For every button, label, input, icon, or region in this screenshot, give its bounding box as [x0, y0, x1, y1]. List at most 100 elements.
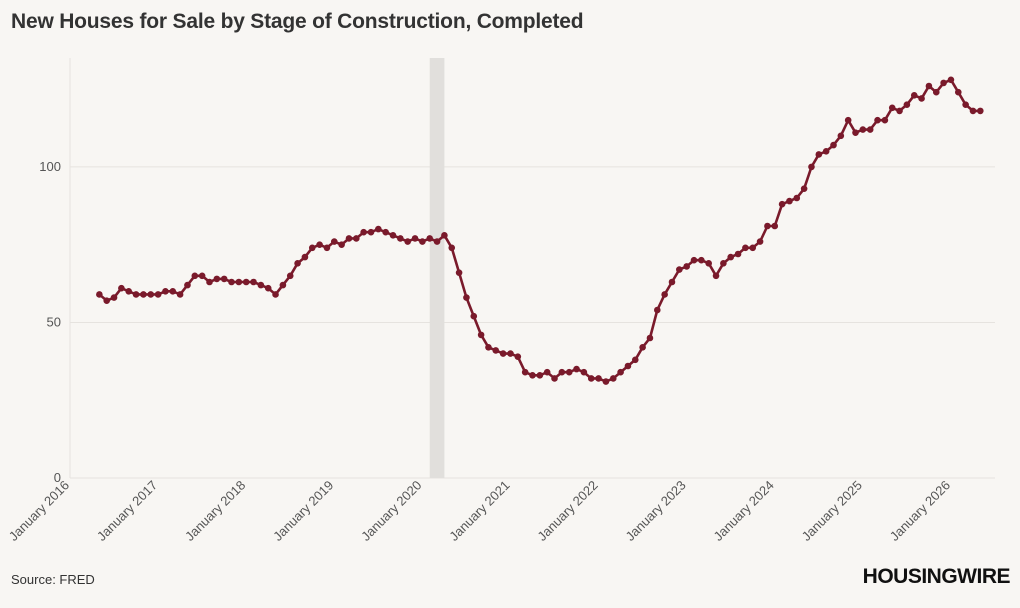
data-point [778, 200, 786, 208]
data-point [617, 368, 624, 376]
data-point [213, 275, 221, 283]
data-point [323, 244, 331, 252]
data-point [279, 281, 287, 289]
x-tick-label: January 2018 [182, 478, 248, 544]
data-point [859, 126, 867, 133]
data-point [118, 284, 125, 292]
x-tick-label: January 2022 [534, 478, 600, 544]
series-line [98, 78, 981, 383]
data-point [896, 107, 903, 115]
data-point [389, 232, 397, 239]
data-point [96, 291, 103, 298]
data-point [257, 281, 265, 289]
data-point [602, 378, 610, 385]
data-point [551, 375, 558, 382]
data-point [353, 235, 360, 242]
data-point [220, 275, 228, 283]
data-point [756, 238, 764, 245]
data-point [837, 132, 845, 140]
data-point [727, 253, 735, 261]
data-point [154, 291, 162, 298]
data-point [874, 116, 881, 124]
data-point [940, 79, 947, 87]
data-point [910, 92, 918, 99]
data-point [470, 312, 478, 320]
data-point [206, 278, 213, 286]
data-point [242, 278, 250, 286]
data-point [426, 235, 434, 242]
data-point [661, 291, 668, 298]
y-axis-ticks: 0 50 100 [39, 159, 61, 485]
data-point [969, 107, 977, 115]
data-point [573, 365, 580, 373]
y-tick-label: 100 [39, 159, 61, 174]
x-tick-label: January 2023 [622, 478, 688, 544]
data-point [932, 88, 940, 96]
data-point [830, 141, 837, 149]
data-point [419, 238, 426, 245]
data-point [962, 101, 969, 108]
data-point [375, 225, 382, 233]
data-point [499, 350, 507, 357]
data-point [771, 222, 779, 230]
data-point [925, 82, 933, 90]
data-point [639, 344, 646, 351]
data-point [308, 244, 316, 252]
data-point [507, 350, 514, 357]
y-tick-label: 0 [54, 470, 61, 485]
data-point [514, 353, 522, 360]
data-point [404, 238, 411, 245]
data-point [676, 266, 683, 273]
data-point [441, 232, 448, 239]
data-point [235, 278, 243, 286]
x-tick-label: January 2016 [6, 478, 72, 544]
data-point [947, 76, 955, 84]
x-tick-label: January 2021 [446, 478, 512, 544]
data-point [580, 368, 588, 376]
data-point [624, 362, 632, 370]
data-point [918, 95, 925, 102]
data-point [587, 375, 595, 382]
data-point [132, 291, 140, 298]
data-point [764, 222, 771, 230]
data-point [184, 281, 191, 289]
data-point [595, 375, 602, 382]
data-point [536, 372, 544, 379]
series-line-layer [98, 78, 981, 383]
data-point [477, 331, 485, 339]
data-point [411, 235, 419, 242]
data-point [609, 375, 617, 382]
data-point [903, 101, 911, 108]
data-point [367, 228, 375, 236]
data-point [808, 163, 815, 171]
data-point [844, 116, 852, 124]
data-point [565, 368, 573, 376]
data-point [448, 244, 456, 252]
recession-band [429, 58, 445, 478]
data-point [228, 278, 235, 286]
data-point [698, 256, 705, 264]
data-point [977, 107, 984, 115]
data-point [316, 241, 323, 248]
data-point [176, 291, 184, 298]
source-note: Source: FRED [11, 572, 95, 587]
data-point [485, 344, 492, 351]
x-axis-ticks: January 2016 January 2017 January 2018 Janu… [6, 478, 953, 544]
x-tick-label: January 2019 [270, 478, 336, 544]
x-tick-label: January 2025 [799, 478, 865, 544]
data-point [301, 253, 309, 261]
y-tick-label: 50 [47, 314, 61, 329]
data-point [793, 194, 801, 202]
data-point [360, 228, 367, 236]
data-point [433, 238, 441, 245]
recession-shade [429, 58, 445, 478]
data-point [734, 250, 742, 258]
data-point [455, 269, 463, 276]
data-point [103, 297, 111, 304]
data-point [881, 116, 889, 124]
x-tick-label: January 2024 [711, 478, 777, 544]
data-point [690, 256, 698, 264]
data-point [125, 288, 133, 295]
data-point [286, 272, 294, 280]
